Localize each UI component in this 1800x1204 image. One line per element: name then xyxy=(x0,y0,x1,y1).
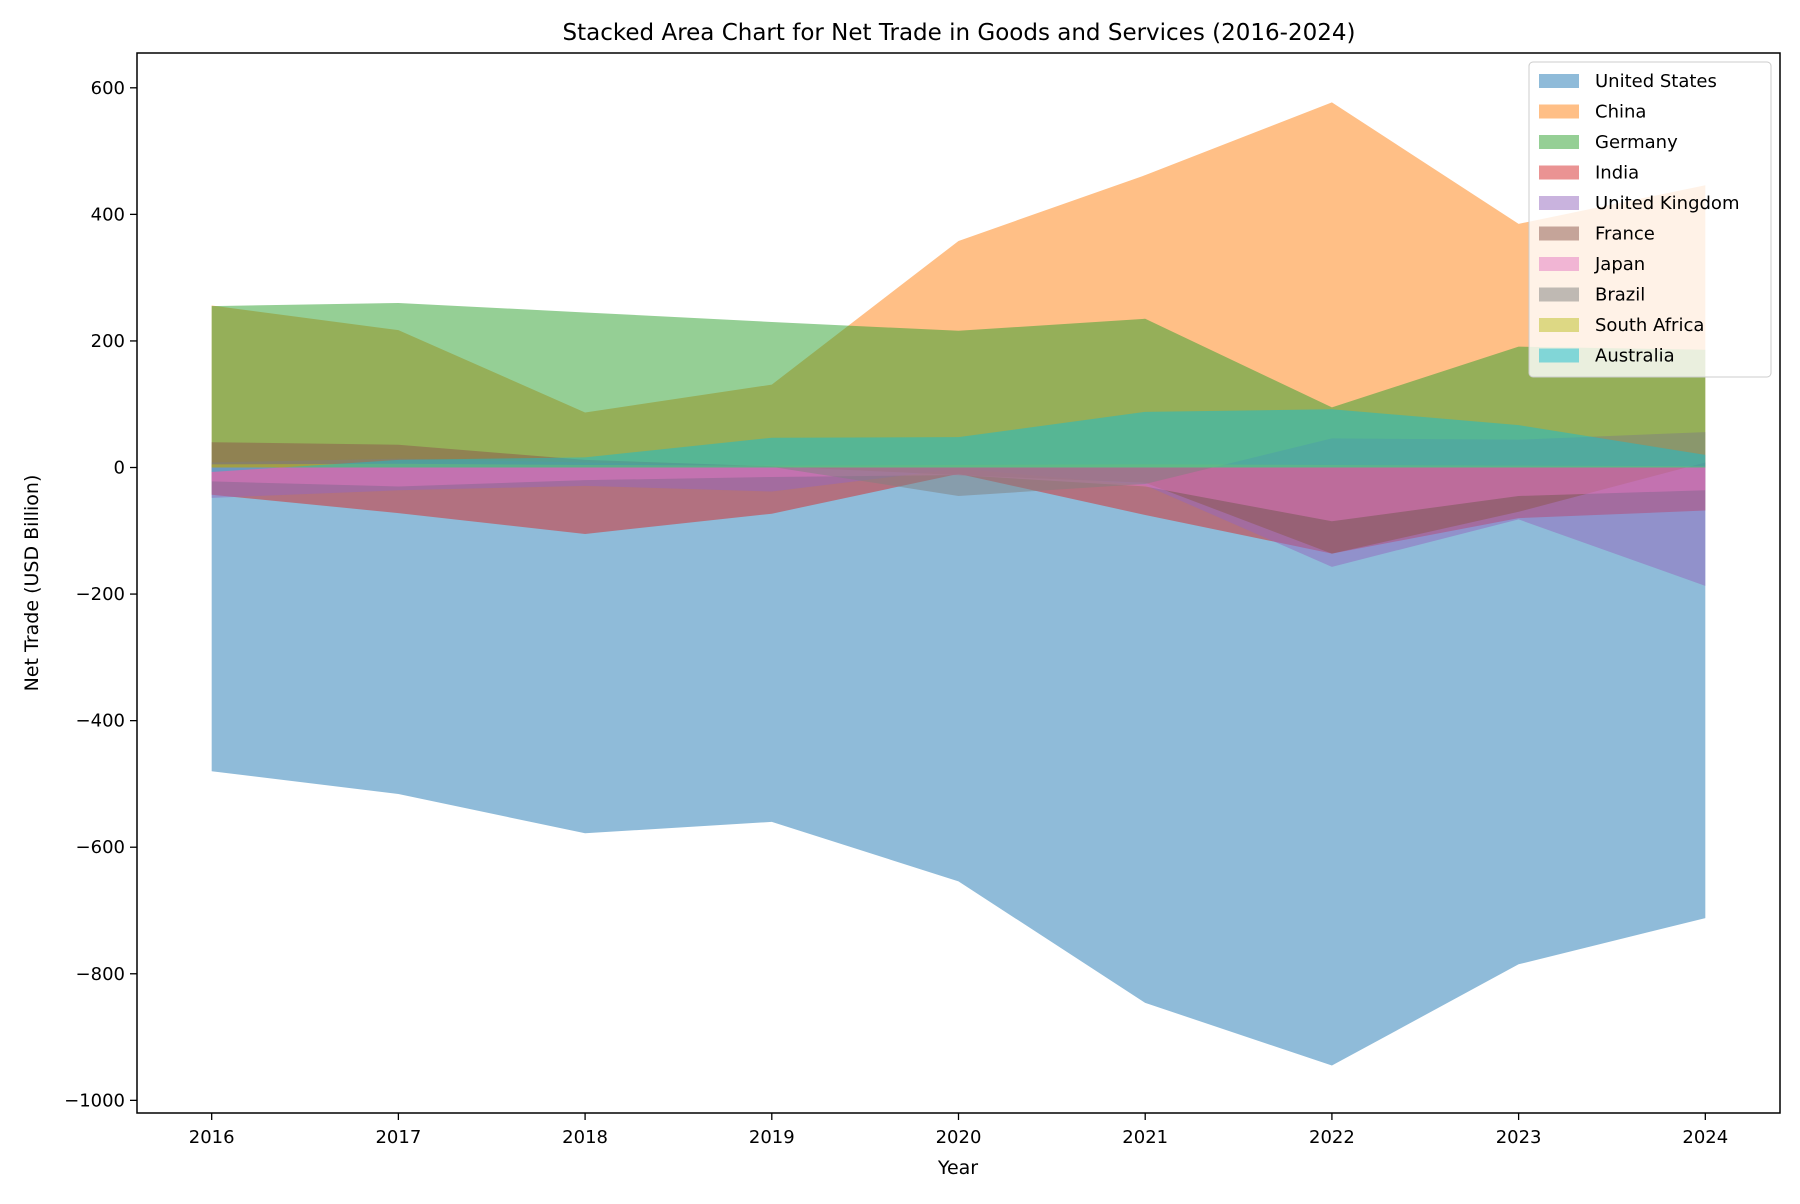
legend-label: Germany xyxy=(1595,132,1678,153)
x-tick-label: 2017 xyxy=(375,1127,421,1148)
areas-layer xyxy=(211,102,1706,1066)
x-tick-label: 2018 xyxy=(562,1127,608,1148)
y-tick-label: 600 xyxy=(91,78,125,99)
x-tick-label: 2021 xyxy=(1122,1127,1168,1148)
legend-label: South Africa xyxy=(1595,315,1704,336)
x-tick-label: 2023 xyxy=(1496,1127,1542,1148)
legend-swatch xyxy=(1539,348,1579,363)
x-tick-label: 2022 xyxy=(1309,1127,1355,1148)
chart-title: Stacked Area Chart for Net Trade in Good… xyxy=(563,20,1356,46)
legend-label: France xyxy=(1595,224,1655,245)
legend-swatch xyxy=(1539,318,1579,332)
y-tick-label: −600 xyxy=(76,837,125,858)
legend-label: United States xyxy=(1595,71,1717,92)
legend-swatch xyxy=(1539,257,1579,271)
y-tick-label: −800 xyxy=(76,964,125,985)
y-tick-label: −400 xyxy=(76,711,125,732)
legend-swatch xyxy=(1539,226,1579,241)
legend-swatch xyxy=(1539,196,1579,210)
y-tick-label: 200 xyxy=(91,331,125,352)
y-axis-label: Net Trade (USD Billion) xyxy=(21,475,43,692)
legend-swatch xyxy=(1539,287,1579,302)
y-tick-label: −200 xyxy=(76,584,125,605)
legend-label: Australia xyxy=(1595,346,1675,367)
legend-box xyxy=(1528,61,1772,378)
x-tick-label: 2020 xyxy=(936,1127,982,1148)
legend-label: Japan xyxy=(1594,254,1645,275)
y-tick-label: 0 xyxy=(114,458,125,479)
x-axis: 2016 2017 2018 2019 2020 2021 2022 2023 2024 xyxy=(189,1113,1728,1148)
area-series-japan xyxy=(211,467,1706,522)
x-tick-label: 2019 xyxy=(749,1127,795,1148)
x-tick-label: 2024 xyxy=(1682,1127,1728,1148)
area-series-australia xyxy=(211,409,1706,472)
legend-label: China xyxy=(1595,102,1646,123)
legend: United States China Germany India United Kin… xyxy=(1528,61,1772,378)
legend-label: United Kingdom xyxy=(1595,193,1739,214)
legend-swatch xyxy=(1539,135,1579,149)
y-axis: −1000 −800 −600 −400 −200 0 200 400 600 xyxy=(64,78,137,1111)
legend-label: Brazil xyxy=(1595,285,1645,306)
area-series-united-states xyxy=(211,467,1706,1066)
x-tick-label: 2016 xyxy=(189,1127,235,1148)
legend-label: India xyxy=(1595,163,1639,184)
area-series-china xyxy=(211,102,1706,468)
legend-swatch xyxy=(1539,74,1579,88)
y-tick-label: −1000 xyxy=(64,1090,125,1111)
x-axis-label: Year xyxy=(937,1157,978,1179)
legend-swatch xyxy=(1539,104,1579,119)
y-tick-label: 400 xyxy=(91,204,125,225)
legend-swatch xyxy=(1539,165,1579,180)
